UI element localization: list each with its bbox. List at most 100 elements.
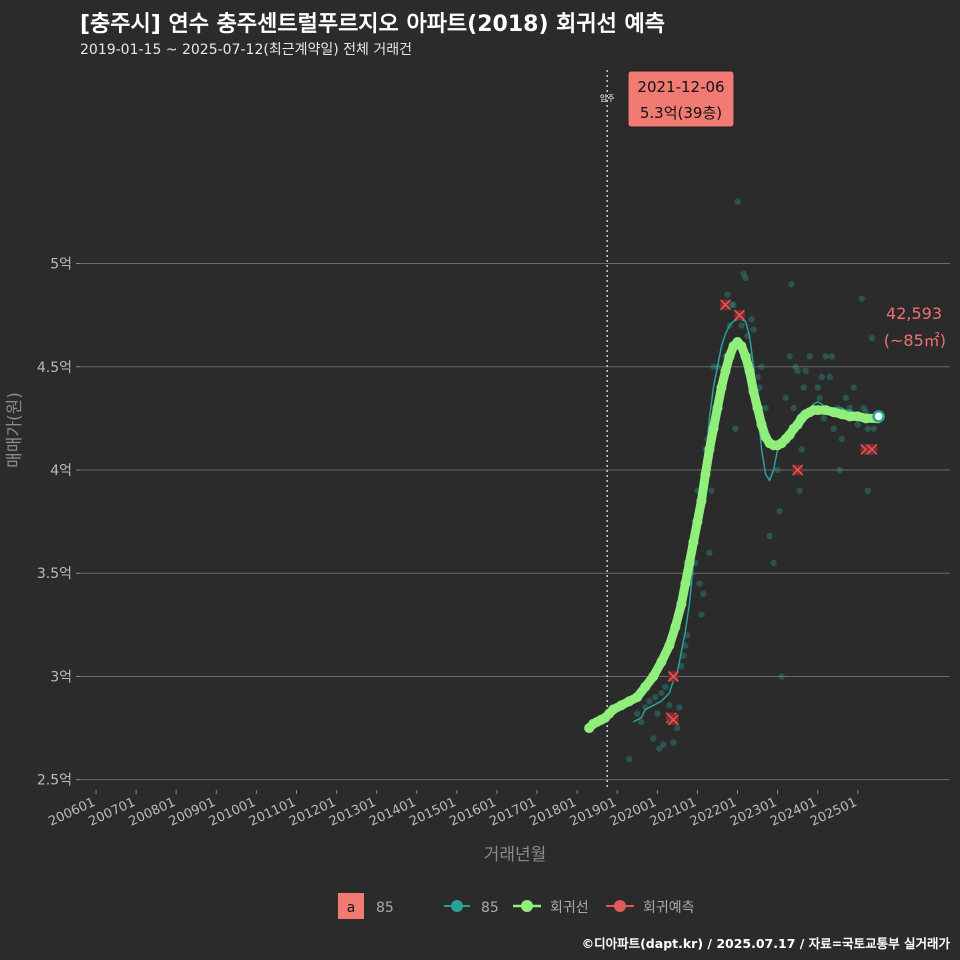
forecast-points (665, 299, 878, 726)
scatter-point (788, 280, 795, 288)
scatter-point (800, 384, 807, 391)
regression-point (748, 386, 759, 397)
scatter-point (698, 611, 705, 618)
regression-point (720, 365, 731, 376)
scatter-point (802, 367, 809, 375)
scatter-point (776, 508, 783, 515)
regression-point (640, 681, 651, 692)
scatter-point (790, 404, 797, 412)
scatter-point (658, 689, 665, 697)
regression-point (844, 411, 855, 422)
regression-point (676, 599, 687, 610)
legend-box-letter: a (347, 900, 356, 916)
regression-point (632, 692, 643, 703)
x-tick-label: 202501 (808, 795, 859, 830)
regression-point (836, 409, 847, 420)
scatter-point (652, 693, 659, 701)
forecast-cross-b (667, 714, 679, 726)
scatter-point (762, 404, 769, 412)
scatter-point (724, 291, 731, 298)
callout-price: 5.3억(39층) (640, 104, 722, 122)
scatter-point (826, 373, 833, 381)
scatter-point (748, 316, 755, 323)
forecast-cross-b (866, 443, 878, 455)
scatter-point (670, 739, 677, 746)
x-axis-title: 거래년월 (484, 845, 547, 865)
scatter-point (754, 373, 761, 381)
scatter-point (626, 755, 633, 763)
legend-85-label: 85 (481, 900, 499, 916)
scatter-point (738, 322, 745, 329)
move-in-marker: 입주 (600, 70, 615, 790)
source-caption: ©디아파트(dapt.kr) / 2025.07.17 / 자료=국토교통부 실… (581, 936, 950, 951)
y-tick-label: 4.5억 (37, 360, 72, 376)
legend-regression-icon (521, 900, 533, 912)
scatter-point (820, 415, 827, 422)
scatter-point (710, 363, 717, 370)
regression-point (696, 495, 707, 506)
scatter-point (792, 363, 799, 370)
legend-85-icon (451, 900, 463, 912)
regression-point (704, 444, 715, 455)
scatter-point (864, 487, 872, 494)
scatter-point (806, 353, 813, 360)
regression-point (692, 516, 703, 527)
forecast-point (733, 309, 746, 321)
forecast-cross-b (792, 464, 804, 476)
last-point-marker (872, 410, 885, 423)
y-axis-title: 매매가(원) (5, 392, 25, 468)
scatter-point (860, 404, 868, 412)
legend-forecast-label: 회귀예측 (643, 900, 695, 916)
scatter-point (814, 384, 821, 391)
scatter-point (858, 295, 865, 302)
max-price-callout: 2021-12-06 5.3억(39층) (627, 70, 735, 128)
scatter-point (756, 384, 763, 391)
y-tick-label: 5억 (50, 257, 72, 273)
scatter-point (676, 704, 683, 711)
scatter-point (822, 353, 829, 360)
scatter-point (684, 631, 691, 639)
scatter-point (708, 487, 715, 494)
y-axis-ticks: 2.5억 3억 3.5억 4억 4.5억 5억 (37, 257, 80, 789)
callout-date: 2021-12-06 (637, 78, 724, 96)
regression-path (584, 337, 883, 733)
scatter-point (654, 710, 661, 717)
chart-title: [충주시] 연수 충주센트럴푸르지오 아파트(2018) 회귀선 예측 (80, 12, 666, 37)
legend-forecast-icon (614, 900, 626, 912)
regression-point (684, 557, 695, 568)
regression-point (756, 419, 767, 430)
scatter-point (734, 198, 741, 205)
forecast-cross-b (719, 299, 732, 311)
regression-point (648, 671, 659, 682)
regression-point (616, 700, 627, 711)
scatter-point (766, 532, 773, 540)
y-tick-label: 3.5억 (37, 566, 72, 582)
regression-line (584, 337, 883, 734)
regression-point (740, 351, 751, 362)
scatter-point (750, 326, 757, 333)
scatter-point (674, 724, 681, 732)
scatter-point (662, 683, 669, 690)
scatter-point (838, 435, 845, 443)
scatter-point (696, 580, 703, 587)
forecast-point (667, 670, 679, 682)
regression-point (860, 413, 871, 424)
regression-point (812, 405, 823, 416)
regression-point (712, 403, 723, 414)
last-area-label: (~85㎡) (884, 331, 946, 350)
regression-point (852, 411, 863, 422)
forecast-cross-b (733, 309, 746, 321)
scatter-point (774, 466, 781, 474)
legend-box-swatch (338, 893, 364, 919)
scatter-point (770, 559, 777, 567)
scatter-point (650, 735, 657, 742)
scatter-point (828, 353, 835, 360)
scatter-points (626, 198, 878, 763)
scatter-point (864, 425, 872, 432)
regression-point (716, 382, 727, 393)
chart-subtitle: 2019-01-15 ~ 2025-07-12(최근계약일) 전체 거래건 (80, 42, 412, 58)
scatter-point (742, 274, 749, 282)
scatter-point (868, 334, 876, 342)
forecast-point (667, 714, 679, 726)
